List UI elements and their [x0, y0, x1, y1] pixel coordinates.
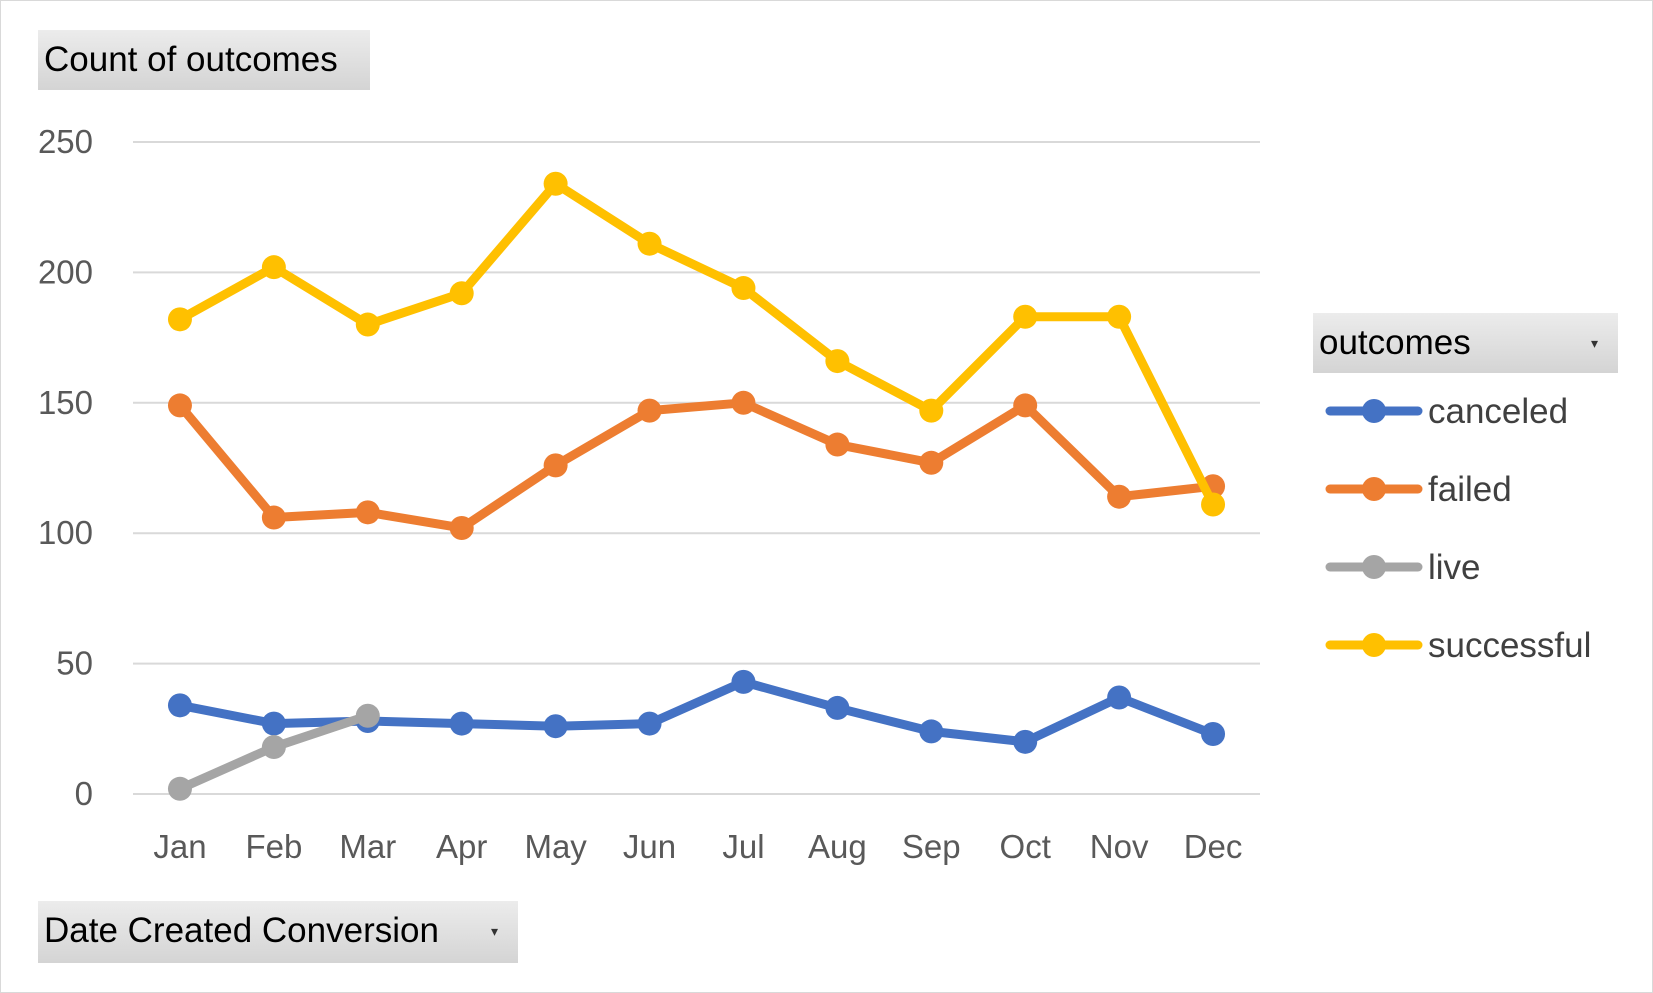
data-point — [261, 735, 286, 760]
legend-entry[interactable]: live — [1325, 548, 1481, 587]
category-field-label: Date Created Conversion — [44, 911, 439, 950]
dropdown-arrow-icon[interactable]: ▾ — [1590, 335, 1598, 351]
data-point — [1201, 492, 1226, 517]
y-tick-label: 150 — [38, 384, 93, 421]
data-point — [637, 231, 662, 256]
data-point — [167, 307, 192, 332]
legend-label: canceled — [1428, 392, 1568, 431]
category-field-button[interactable]: Date Created Conversion ▾ — [38, 901, 518, 963]
legend-entry[interactable]: failed — [1325, 470, 1512, 509]
series-line — [175, 398, 1218, 533]
series-line — [175, 179, 1218, 510]
data-point — [1107, 484, 1132, 509]
data-point — [167, 393, 192, 418]
data-point — [261, 255, 286, 280]
x-tick-label: Mar — [339, 828, 396, 865]
data-point — [261, 505, 286, 530]
data-point — [825, 695, 850, 720]
y-axis-ticks: 0 50 100 150 200 250 — [38, 123, 93, 812]
data-point — [1013, 729, 1038, 754]
x-tick-label: Jun — [623, 828, 676, 865]
data-point — [543, 453, 568, 478]
y-tick-label: 250 — [38, 123, 93, 160]
legend-label: successful — [1428, 626, 1591, 665]
legend-marker-icon — [1362, 399, 1386, 423]
data-point — [261, 711, 286, 736]
data-point — [731, 390, 756, 415]
data-point — [1013, 393, 1038, 418]
legend-label: live — [1428, 548, 1481, 587]
x-tick-label: Jul — [722, 828, 764, 865]
legend-label: failed — [1428, 470, 1512, 509]
legend: canceled failed live successful — [1325, 392, 1591, 665]
series-successful — [167, 171, 1226, 517]
gridlines — [133, 141, 1260, 795]
data-point — [731, 276, 756, 301]
y-tick-label: 50 — [56, 645, 93, 682]
data-point — [449, 515, 474, 540]
x-tick-label: Aug — [808, 828, 867, 865]
data-point — [919, 450, 944, 475]
data-point — [1107, 304, 1132, 329]
x-tick-label: Dec — [1184, 828, 1243, 865]
data-point — [543, 171, 568, 196]
data-point — [355, 703, 380, 728]
data-point — [167, 693, 192, 718]
legend-field-label: outcomes — [1319, 323, 1471, 362]
series-line — [175, 677, 1218, 747]
data-point — [1013, 304, 1038, 329]
y-tick-label: 200 — [38, 253, 93, 290]
x-tick-label: Jan — [153, 828, 206, 865]
y-tick-label: 100 — [38, 514, 93, 551]
x-tick-label: Sep — [902, 828, 961, 865]
data-point — [449, 281, 474, 306]
legend-marker-icon — [1362, 633, 1386, 657]
legend-entry[interactable]: successful — [1325, 626, 1591, 665]
x-tick-label: Oct — [1000, 828, 1051, 865]
value-field-button[interactable]: Count of outcomes — [38, 30, 370, 90]
data-point — [355, 500, 380, 525]
data-point — [825, 349, 850, 374]
data-point — [449, 711, 474, 736]
data-point — [637, 711, 662, 736]
y-tick-label: 0 — [75, 775, 93, 812]
x-axis-ticks: Jan Feb Mar Apr May Jun Jul Aug Sep Oct Nov Dec — [153, 828, 1242, 865]
data-point — [1201, 722, 1226, 747]
x-tick-label: Feb — [245, 828, 302, 865]
data-point — [919, 398, 944, 423]
dropdown-arrow-icon[interactable]: ▾ — [490, 923, 498, 939]
data-point — [167, 776, 192, 801]
value-field-label: Count of outcomes — [44, 40, 338, 79]
series-live — [167, 703, 380, 801]
data-point — [731, 669, 756, 694]
data-point — [543, 714, 568, 739]
x-tick-label: Apr — [436, 828, 487, 865]
legend-field-button[interactable]: outcomes ▾ — [1313, 313, 1618, 373]
data-point — [355, 312, 380, 337]
legend-entry[interactable]: canceled — [1325, 392, 1568, 431]
legend-marker-icon — [1362, 477, 1386, 501]
legend-marker-icon — [1362, 555, 1386, 579]
data-point — [1107, 685, 1132, 710]
data-point — [637, 398, 662, 423]
series-failed — [167, 390, 1226, 540]
series-canceled — [167, 669, 1226, 754]
series-lines — [167, 171, 1226, 801]
x-tick-label: Nov — [1090, 828, 1149, 865]
data-point — [919, 719, 944, 744]
data-point — [825, 432, 850, 457]
x-tick-label: May — [524, 828, 587, 865]
